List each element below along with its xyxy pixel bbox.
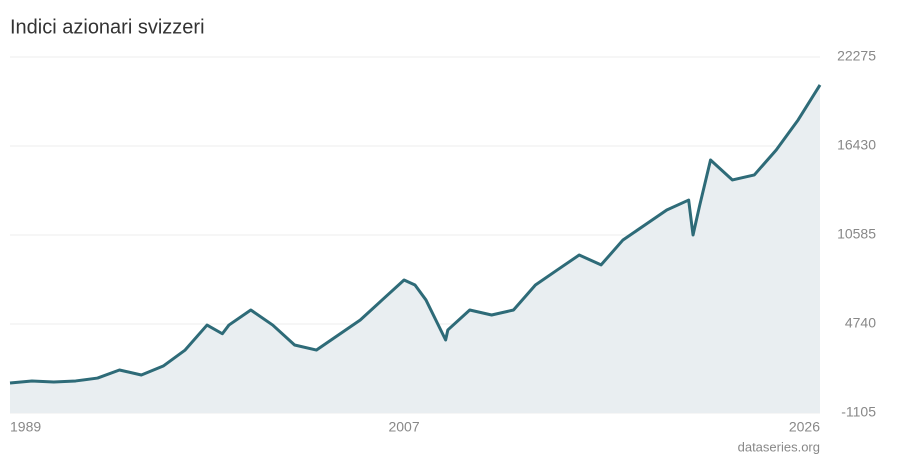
x-tick-label: 2026	[789, 419, 820, 435]
y-tick-label: -1105	[841, 404, 876, 420]
source: dataseries.org	[738, 439, 820, 454]
area	[10, 84, 820, 413]
y-tick-label: 16430	[837, 137, 876, 153]
y-tick-label: 4740	[845, 315, 876, 331]
y-tick-label: 10585	[837, 226, 876, 242]
y-tick-label: 22275	[837, 48, 876, 64]
chart-title: Indici azionari svizzeri	[10, 16, 205, 38]
line	[9, 84, 822, 385]
x-tick-label: 1989	[10, 419, 41, 435]
x-tick-label: 2007	[388, 419, 419, 435]
